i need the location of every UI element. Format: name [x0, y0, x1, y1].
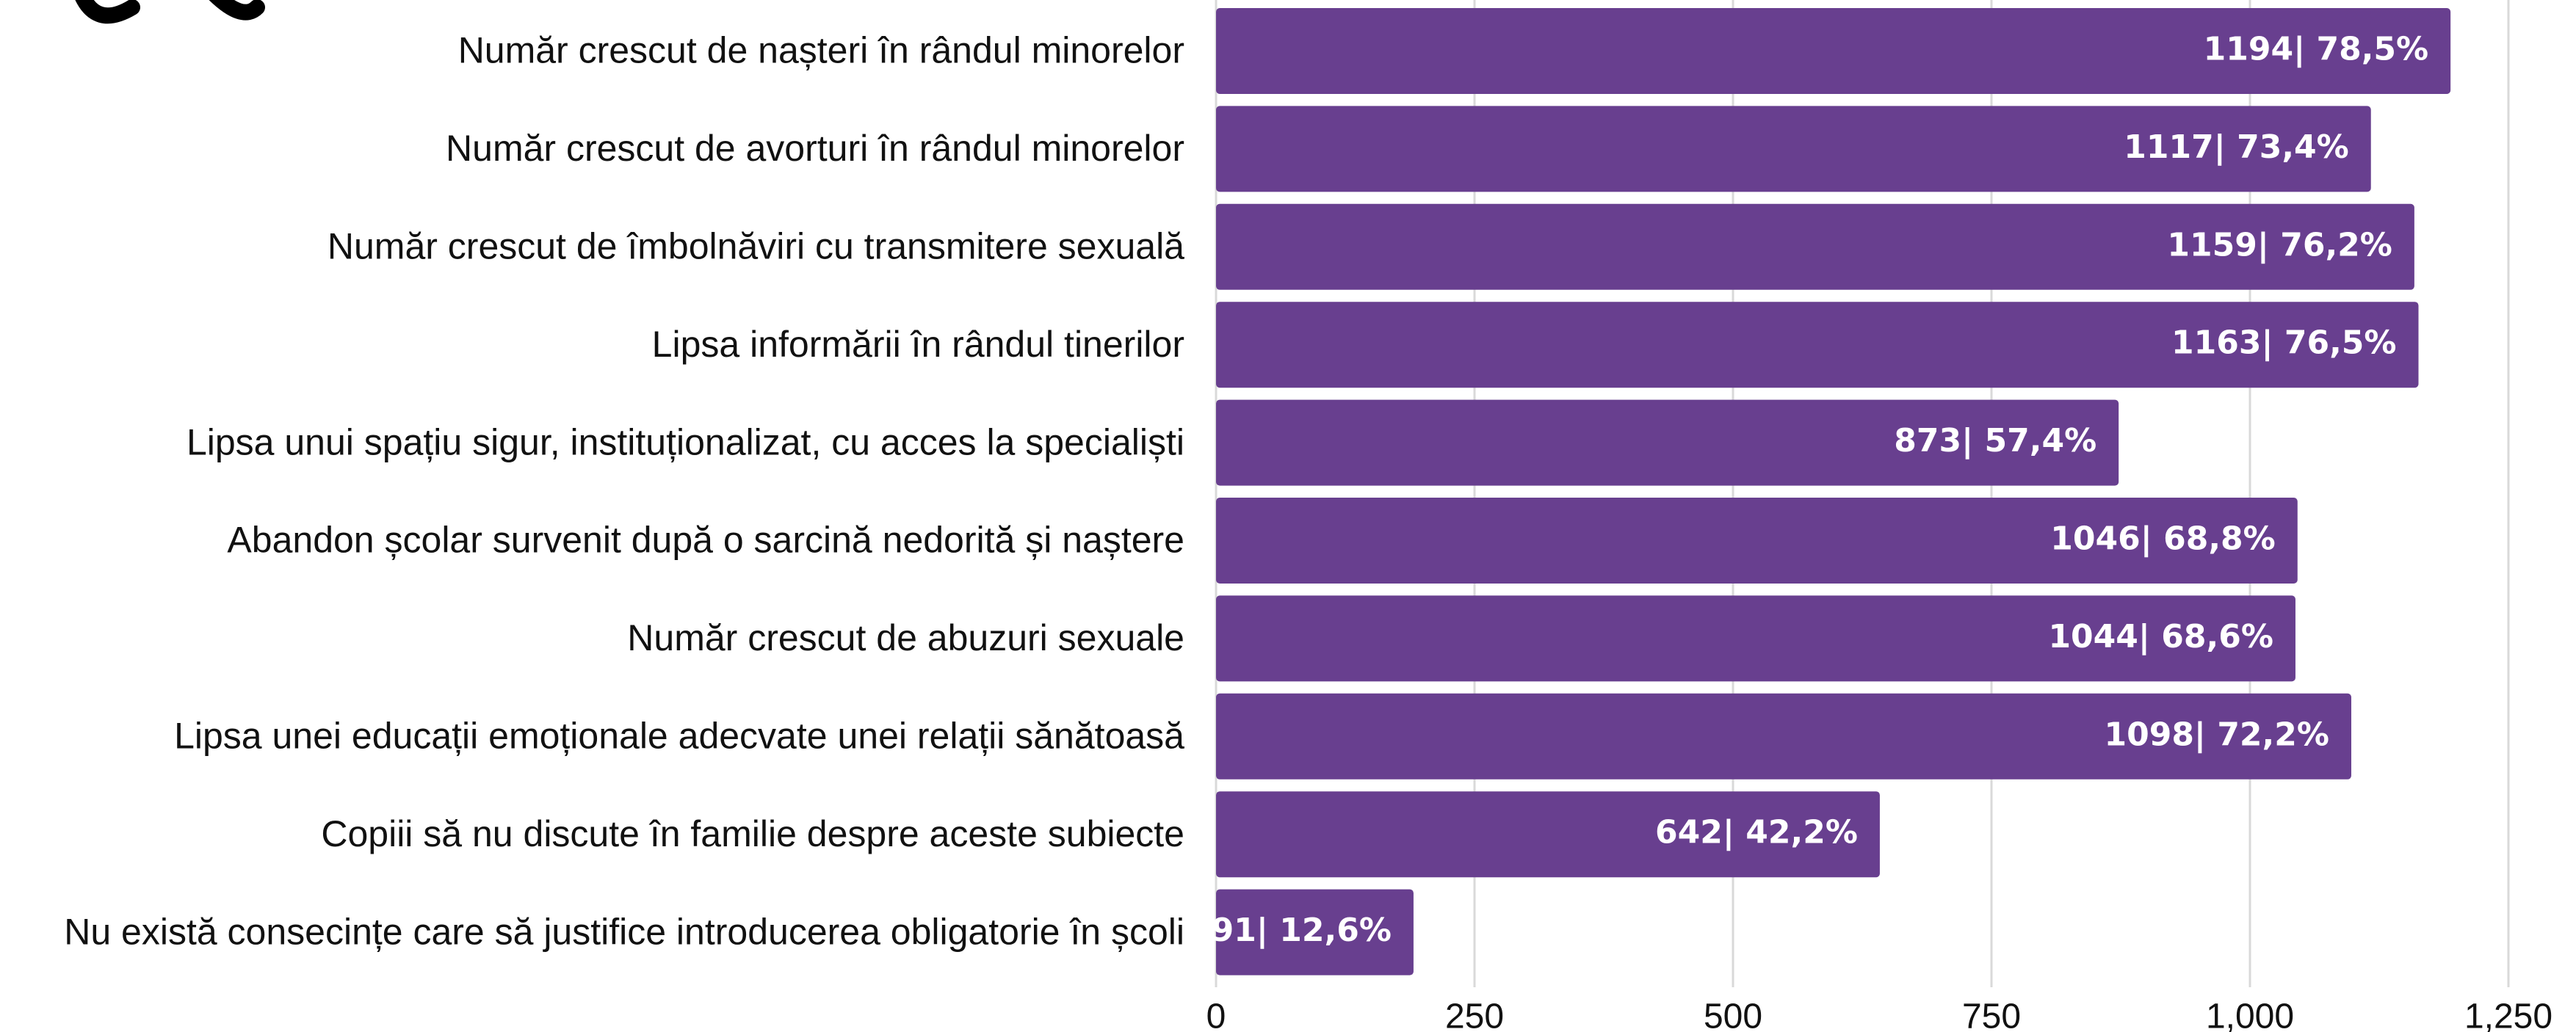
- decoration: [81, 0, 257, 15]
- value-label: 1044| 68,6%: [2048, 618, 2273, 655]
- value-label: 642| 42,2%: [1655, 814, 1858, 851]
- value-label: 1194| 78,5%: [2204, 31, 2429, 68]
- value-label: 1163| 76,5%: [2171, 324, 2397, 362]
- x-tick-label: 1,000: [2206, 998, 2294, 1032]
- value-label: 1117| 73,4%: [2124, 128, 2349, 166]
- value-label: 1159| 76,2%: [2167, 226, 2392, 264]
- y-tick-label: Nu există consecințe care să justifice i…: [64, 911, 1184, 952]
- value-label: 1098| 72,2%: [2104, 716, 2329, 753]
- value-label: 1046| 68,8%: [2050, 520, 2276, 558]
- y-tick-label: Număr crescut de îmbolnăviri cu transmit…: [328, 226, 1184, 267]
- y-tick-label: Număr crescut de abuzuri sexuale: [627, 617, 1184, 658]
- y-tick-label: Număr crescut de nașteri în rândul minor…: [458, 30, 1184, 71]
- value-label: 191| 12,6%: [1189, 912, 1392, 949]
- chart: 0 250 500 750 1,000 1,250 Număr crescut de naș…: [0, 0, 2576, 1032]
- y-tick-label: Număr crescut de avorturi în rândul mino…: [446, 128, 1184, 169]
- y-tick-label: Lipsa unui spațiu sigur, instituționaliz…: [187, 421, 1184, 462]
- y-tick-label: Copiii să nu discute în familie despre a…: [321, 813, 1184, 854]
- y-tick-label: Lipsa informării în rândul tinerilor: [652, 324, 1184, 365]
- x-tick-label: 750: [1962, 998, 2021, 1032]
- x-tick-label: 1,250: [2464, 998, 2553, 1032]
- x-tick-label: 500: [1704, 998, 1762, 1032]
- y-tick-label: Lipsa unei educații emoționale adecvate …: [174, 716, 1184, 757]
- y-tick-label: Abandon școlar survenit după o sarcină n…: [227, 520, 1184, 561]
- x-tick-label: 250: [1445, 998, 1504, 1032]
- value-label: 873| 57,4%: [1894, 422, 2096, 459]
- x-tick-label: 0: [1206, 998, 1226, 1032]
